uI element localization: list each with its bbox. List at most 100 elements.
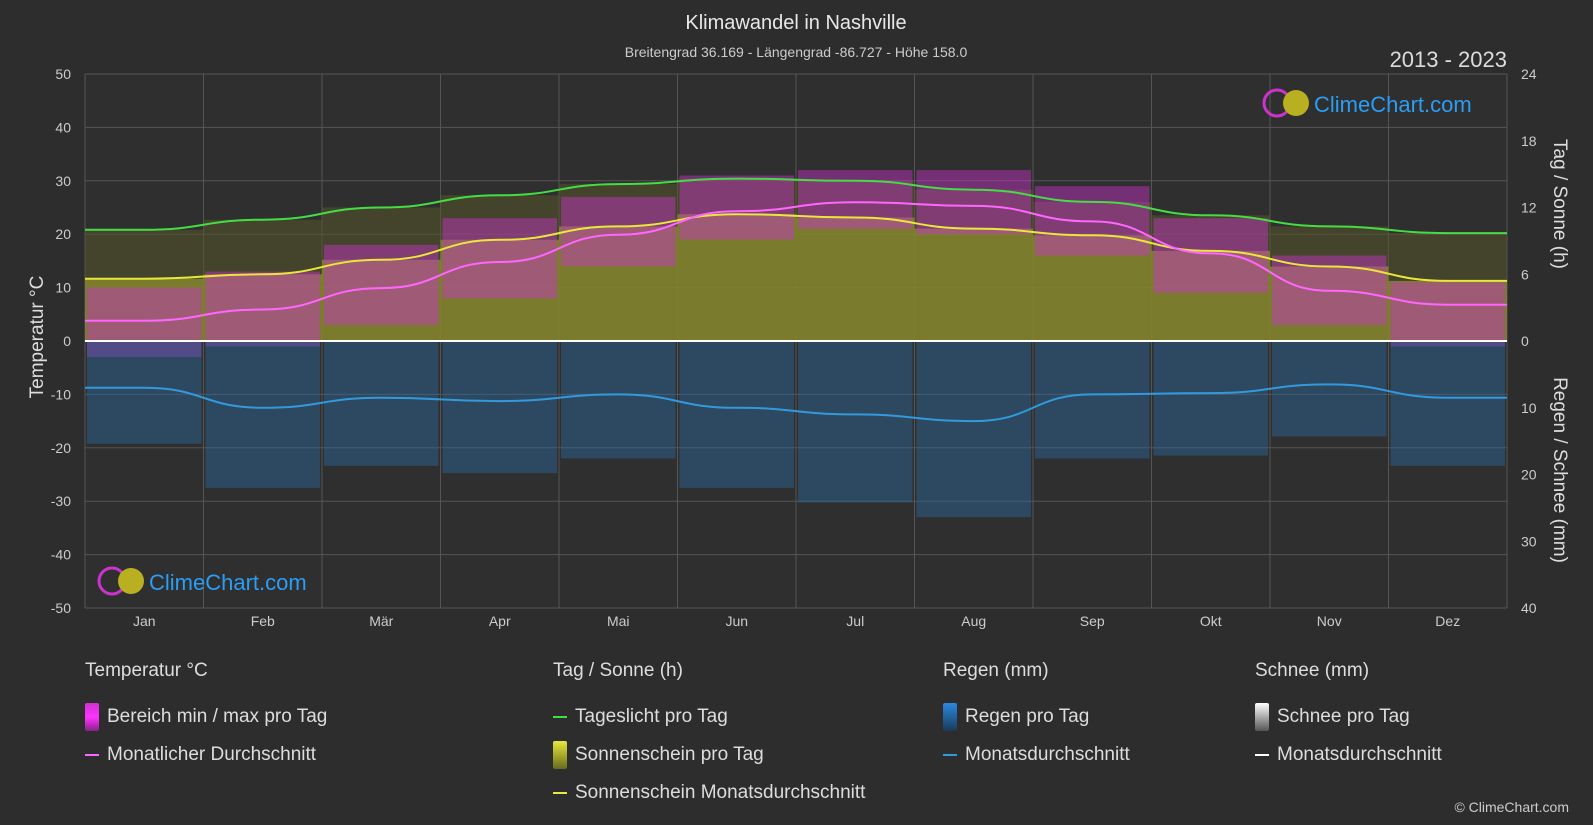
sunshine-avg-swatch [553, 792, 567, 794]
y-tick-right-precip: 30 [1521, 533, 1537, 549]
y-tick-left: -30 [51, 493, 71, 509]
temp-avg-line [85, 201, 1507, 322]
y-axis-right-top-label: Tag / Sonne (h) [1549, 139, 1570, 269]
x-tick-label: Aug [961, 613, 986, 629]
sunshine-avg-line [84, 213, 1507, 282]
sunshine-bar [203, 274, 322, 341]
temp-range-bar [1390, 282, 1505, 347]
legend-sun-header: Tag / Sonne (h) [553, 660, 683, 681]
y-tick-left: 30 [55, 173, 71, 189]
sunshine-bar [1033, 235, 1152, 341]
y-tick-left: -50 [51, 600, 71, 616]
daylight-line [84, 177, 1507, 235]
legend-rain-header: Regen (mm) [943, 660, 1049, 681]
y-tick-right-hours: 6 [1521, 266, 1529, 282]
sunshine-bar [1151, 250, 1270, 341]
legend-snow: Schnee (mm) Schnee pro Tag Monatsdurchsc… [1255, 660, 1442, 774]
brand-logo-bottom: ClimeChart.com [97, 566, 307, 596]
legend-snow-header: Schnee (mm) [1255, 660, 1370, 681]
copyright: © ClimeChart.com [1454, 799, 1569, 815]
y-tick-right-hours: 18 [1521, 133, 1537, 149]
legend-temp-header: Temperatur °C [85, 660, 208, 681]
rain-bar [324, 341, 439, 466]
y-tick-left: 40 [55, 119, 71, 135]
sunshine-bar [677, 214, 796, 341]
y-tick-right-hours: 24 [1521, 66, 1537, 82]
y-tick-right-precip: 40 [1521, 600, 1537, 616]
sunshine-bar [914, 228, 1033, 341]
legend-daylight: Tageslicht pro Tag [575, 706, 728, 727]
axes: 50 40 30 20 10 0 -10 -20 -30 -40 -50 24 18 12 6 0 10 20 30… [51, 66, 1537, 629]
y-axis-left-label: Temperatur °C [27, 276, 48, 399]
brand-text-bottom: ClimeChart.com [149, 570, 307, 595]
legend-sun: Tag / Sonne (h) Tageslicht pro Tag Sonne… [553, 660, 865, 812]
y-tick-left: -10 [51, 386, 71, 402]
y-tick-left: 20 [55, 226, 71, 242]
y-tick-left: 10 [55, 280, 71, 296]
legend-temp-range: Bereich min / max pro Tag [107, 706, 328, 727]
x-tick-label: Jan [133, 613, 156, 629]
brand-text-top: ClimeChart.com [1314, 92, 1472, 117]
y-axis-right-bottom-label: Regen / Schnee (mm) [1549, 377, 1570, 563]
temp-range-bar [916, 170, 1031, 235]
sunshine-bar [796, 217, 915, 341]
y-tick-left: -20 [51, 440, 71, 456]
rain-bar [679, 341, 794, 488]
y-tick-right-hours: 12 [1521, 200, 1537, 216]
snow-avg-swatch [1255, 754, 1269, 756]
x-tick-label: Nov [1317, 613, 1342, 629]
temp-range-bar [87, 287, 202, 358]
y-tick-right-precip: 20 [1521, 467, 1537, 483]
x-tick-label: Apr [489, 613, 511, 629]
rain-bar [442, 341, 557, 474]
y-tick-right-hours: 0 [1521, 333, 1529, 349]
y-tick-left: 50 [55, 66, 71, 82]
rain-avg-line [85, 383, 1507, 423]
rain-bar [561, 341, 676, 459]
legend-temp-avg: Monatlicher Durchschnitt [107, 744, 317, 765]
temp-range-bar [324, 244, 439, 325]
rain-bar [205, 341, 320, 488]
rain-bar [1272, 341, 1387, 437]
legend-rain-perday: Regen pro Tag [965, 706, 1090, 727]
temp-avg-swatch [85, 754, 99, 756]
brand-logo-top: ClimeChart.com [1262, 88, 1472, 118]
plot-area [84, 73, 1508, 609]
rain-bar [1390, 341, 1505, 466]
x-tick-label: Sep [1080, 613, 1105, 629]
legend-rain: Regen (mm) Regen pro Tag Monatsdurchschn… [943, 660, 1130, 774]
x-tick-label: Jul [846, 613, 864, 629]
legend-sunshine-avg: Sonnenschein Monatsdurchschnitt [575, 782, 866, 803]
y-tick-left: 0 [63, 333, 71, 349]
legend-snow-avg: Monatsdurchschnitt [1277, 744, 1442, 765]
sunshine-bar [322, 259, 441, 341]
x-tick-label: Okt [1200, 613, 1222, 629]
sunshine-bar [1388, 280, 1507, 341]
x-tick-label: Feb [251, 613, 275, 629]
temp-range-bar [442, 218, 557, 299]
sunshine-bar [1270, 266, 1389, 341]
y-tick-left: -40 [51, 547, 71, 563]
rain-bar [798, 341, 913, 503]
chart-subtitle: Breitengrad 36.169 - Längengrad -86.727 … [625, 44, 968, 60]
sunshine-swatch [553, 741, 567, 769]
snow-swatch [1255, 703, 1269, 731]
legend-rain-avg: Monatsdurchschnitt [965, 744, 1130, 765]
legend-snow-perday: Schnee pro Tag [1277, 706, 1410, 727]
rain-bar [916, 341, 1031, 518]
x-tick-label: Mai [607, 613, 630, 629]
chart-title: Klimawandel in Nashville [685, 12, 906, 34]
legend-sunshine: Sonnenschein pro Tag [575, 744, 764, 765]
x-tick-label: Mär [369, 613, 393, 629]
x-tick-label: Dez [1435, 613, 1460, 629]
temp-range-bar [561, 196, 676, 267]
sunshine-bar [85, 278, 204, 341]
rain-swatch [943, 703, 957, 731]
rain-avg-swatch [943, 754, 957, 756]
y-tick-right-precip: 10 [1521, 400, 1537, 416]
legend-temperature: Temperatur °C Bereich min / max pro Tag … [85, 660, 327, 774]
period-label: 2013 - 2023 [1390, 47, 1507, 72]
x-tick-label: Jun [725, 613, 748, 629]
daylight-swatch [553, 716, 567, 718]
